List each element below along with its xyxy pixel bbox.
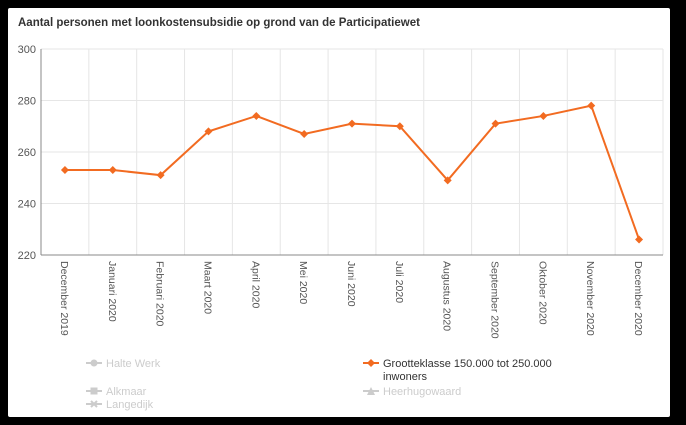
data-point-marker — [60, 166, 69, 175]
x-tick-label: September 2020 — [489, 261, 501, 339]
data-point-marker — [395, 122, 404, 131]
data-point-marker — [108, 166, 117, 175]
x-tick-label: Januari 2020 — [106, 261, 118, 322]
data-point-marker — [156, 171, 165, 180]
data-point-marker — [539, 111, 548, 120]
legend-item-alkmaar[interactable]: Alkmaar — [86, 386, 146, 399]
x-tick-label: December 2020 — [632, 261, 644, 336]
line-chart: 220 240 260 280 300 December 2019 Januari 202… — [18, 44, 664, 339]
chart-panel: Aantal personen met loonkostensubsidie o… — [8, 8, 670, 417]
x-tick-label: Juni 2020 — [345, 261, 357, 307]
legend-label: Alkmaar — [106, 386, 147, 398]
data-point-marker — [300, 129, 309, 138]
legend-cross-icon — [86, 400, 102, 408]
x-tick-label: Augustus 2020 — [441, 261, 453, 331]
legend-triangle-icon — [363, 387, 379, 395]
x-tick-label: November 2020 — [584, 261, 596, 336]
legend-circle-icon — [86, 359, 102, 367]
x-tick-label: December 2019 — [58, 261, 70, 336]
legend-label: Grootteklasse 150.000 tot 250.000 inwone… — [383, 358, 552, 383]
x-tick-label: Mei 2020 — [297, 261, 309, 304]
x-tick-label: Oktober 2020 — [536, 261, 548, 325]
x-tick-label: Maart 2020 — [201, 261, 213, 314]
y-tick-label: 240 — [18, 199, 36, 211]
series-layer — [60, 101, 644, 244]
y-tick-label: 260 — [18, 147, 36, 159]
y-tick-labels: 220 240 260 280 300 — [18, 44, 36, 262]
legend-label: Heerhugowaard — [383, 386, 462, 398]
chart-title: Aantal personen met loonkostensubsidie o… — [18, 17, 420, 29]
legend-label: Langedijk — [106, 399, 154, 411]
y-tick-label: 300 — [18, 44, 36, 56]
legend-item-heerhugowaard[interactable]: Heerhugowaard — [363, 386, 461, 399]
data-point-marker — [587, 101, 596, 110]
x-tick-labels: December 2019 Januari 2020 Februari 2020 Ma… — [58, 261, 644, 339]
y-tick-label: 220 — [18, 250, 36, 262]
data-point-marker — [635, 235, 644, 244]
x-tick-label: Februari 2020 — [154, 261, 166, 327]
axes — [40, 49, 663, 256]
x-tick-label: Juli 2020 — [393, 261, 405, 303]
legend-diamond-icon — [363, 359, 379, 367]
data-point-marker — [443, 176, 452, 185]
y-tick-label: 280 — [18, 96, 36, 108]
legend-square-icon — [86, 387, 102, 395]
legend-label: Halte Werk — [106, 358, 161, 370]
legend-item-langedijk[interactable]: Langedijk — [86, 399, 153, 412]
legend-item-grootteklasse[interactable]: Grootteklasse 150.000 tot 250.000 inwone… — [363, 358, 573, 384]
data-point-marker — [348, 119, 356, 128]
data-point-marker — [491, 119, 500, 128]
legend-item-halte-werk[interactable]: Halte Werk — [86, 358, 160, 371]
data-point-marker — [252, 111, 261, 120]
grid-lines — [40, 48, 664, 256]
x-tick-label: April 2020 — [249, 261, 261, 308]
